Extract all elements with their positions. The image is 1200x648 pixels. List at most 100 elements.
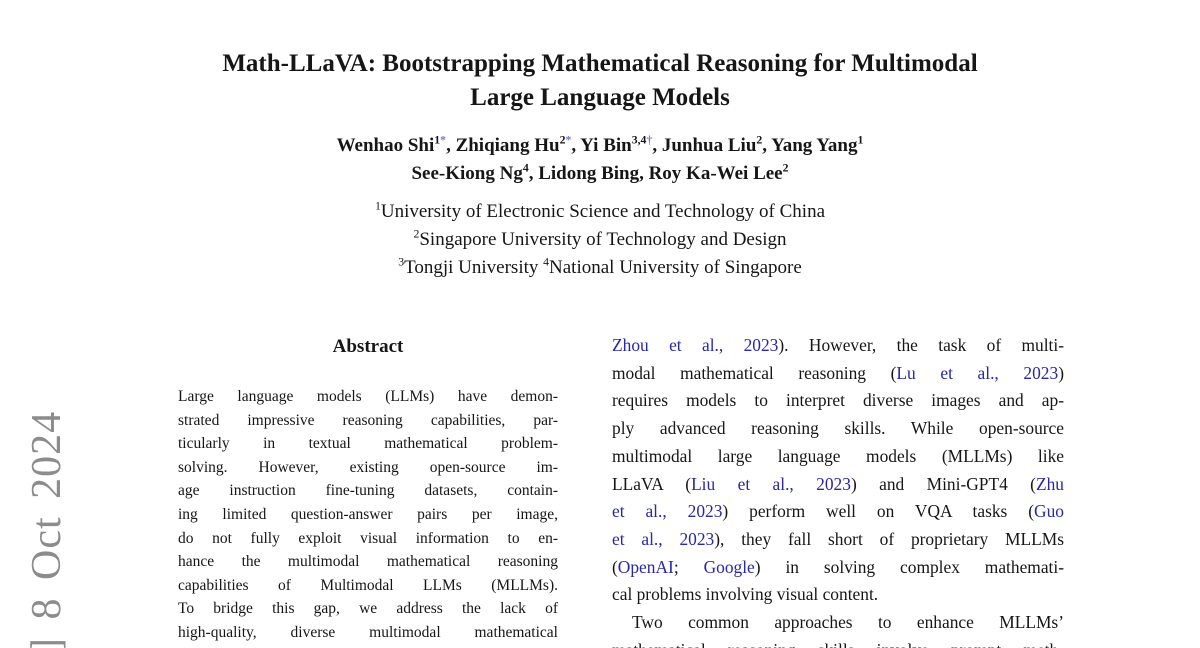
citation-link[interactable]: OpenAI (617, 556, 674, 577)
text-segment: , Zhiqiang Hu (446, 135, 560, 156)
superscript: 1 (374, 199, 381, 213)
superscript: 2 (756, 133, 763, 147)
superscript: 2 (782, 161, 789, 175)
text-segment: high-quality, diverse multimodal mathema… (178, 623, 558, 641)
text-segment: National University of Singapore (549, 257, 802, 278)
text-line: Two common approaches to enhance MLLMs’ (612, 609, 1064, 637)
text-segment: strated impressive reasoning capabilitie… (178, 411, 558, 429)
text-segment: mathematical reasoning skills involve pr… (612, 640, 1064, 648)
text-line: 3Tongji University 4National University … (0, 254, 1200, 282)
text-segment: Two common approaches to enhance MLLMs’ (632, 612, 1064, 633)
text-segment: hance the multimodal mathematical reason… (178, 553, 558, 571)
paper-title: Math-LLaVA: Bootstrapping Mathematical R… (0, 47, 1200, 115)
text-segment: solving. However, existing open-source i… (178, 458, 558, 476)
text-line: et al., 2023) perform well on VQA tasks … (612, 498, 1064, 526)
text-segment: ), they fall short of proprietary MLLMs (714, 528, 1064, 549)
superscript: 1 (857, 133, 864, 147)
introduction-text: Zhou et al., 2023). However, the task of… (612, 332, 1064, 648)
text-segment: ) (1058, 362, 1064, 383)
superscript: 3 (398, 255, 405, 269)
text-segment: ). However, the task of multi- (778, 335, 1064, 355)
text-segment: capabilities of Multimodal LLMs (MLLMs). (178, 576, 558, 594)
text-segment: , Junhua Liu (652, 135, 757, 156)
text-segment: ing limited question-answer pairs per im… (178, 505, 558, 523)
text-segment: do not fully exploit visual information … (178, 529, 558, 547)
title-line-2: Large Language Models (470, 84, 730, 111)
text-segment: Large language models (LLMs) have demon- (178, 388, 558, 405)
citation-link[interactable]: Zhu (1035, 473, 1064, 494)
text-line: (OpenAI; Google) in solving complex math… (612, 554, 1064, 582)
text-line: do not fully exploit visual information … (178, 527, 558, 551)
citation-link[interactable]: Lu et al., 2023 (896, 362, 1059, 383)
superscript: 2 (413, 227, 420, 241)
text-segment: , Yi Bin (571, 135, 632, 156)
text-segment: , Lidong Bing, Roy Ka-Wei Lee (528, 163, 783, 184)
text-segment: multimodal large language models (MLLMs)… (612, 445, 1064, 466)
footnote-marker: * (565, 133, 572, 147)
text-segment: modal mathematical reasoning ( (612, 362, 897, 383)
text-segment: Singapore University of Technology and D… (419, 229, 787, 250)
text-segment: cal problems involving visual content. (612, 584, 879, 605)
text-segment: University of Electronic Science and Tec… (380, 201, 826, 222)
text-segment: ply advanced reasoning skills. While ope… (612, 418, 1064, 439)
text-segment: To bridge this gap, we address the lack … (178, 600, 558, 618)
text-line: requires models to interpret diverse ima… (612, 387, 1064, 415)
text-line: solving. However, existing open-source i… (178, 456, 558, 480)
text-line: To bridge this gap, we address the lack … (178, 597, 558, 621)
arxiv-watermark: ] 8 Oct 2024 (24, 411, 70, 648)
text-line: multimodal large language models (MLLMs)… (612, 443, 1064, 471)
citation-link[interactable]: Liu et al., 2023 (691, 473, 851, 494)
citation-link[interactable]: Google (703, 556, 755, 577)
text-segment: requires models to interpret diverse ima… (612, 390, 1064, 411)
text-segment: ticularly in textual mathematical proble… (178, 435, 558, 453)
text-segment: age instruction fine-tuning datasets, co… (178, 482, 558, 500)
text-line: capabilities of Multimodal LLMs (MLLMs). (178, 574, 558, 598)
text-line: strated impressive reasoning capabilitie… (178, 409, 558, 433)
citation-link[interactable]: Guo (1034, 501, 1064, 522)
text-line: age instruction fine-tuning datasets, co… (178, 479, 558, 503)
text-segment: , Yang Yang (762, 135, 858, 156)
text-line: LLaVA (Liu et al., 2023) and Mini-GPT4 (… (612, 471, 1064, 499)
text-segment: ; (673, 556, 704, 577)
text-line: 1University of Electronic Science and Te… (0, 198, 1200, 226)
text-segment: ( (612, 556, 618, 577)
text-line: mathematical reasoning skills involve pr… (612, 637, 1064, 648)
footnote-marker: * (440, 133, 447, 147)
text-line: ply advanced reasoning skills. While ope… (612, 415, 1064, 443)
abstract-text: Large language models (LLMs) have demon-… (178, 385, 558, 645)
affiliation-list: 1University of Electronic Science and Te… (0, 198, 1200, 282)
text-segment: See-Kiong Ng (411, 163, 523, 184)
title-line-1: Math-LLaVA: Bootstrapping Mathematical R… (222, 50, 978, 77)
text-segment: LLaVA ( (612, 473, 692, 494)
text-line: Wenhao Shi1*, Zhiqiang Hu2*, Yi Bin3,4†,… (0, 132, 1200, 160)
arxiv-watermark-text: ] 8 Oct 2024 (24, 410, 70, 648)
footnote-marker: † (646, 133, 653, 147)
text-line: modal mathematical reasoning (Lu et al.,… (612, 360, 1064, 388)
superscript: 4 (522, 161, 529, 175)
citation-link[interactable]: et al., 2023 (612, 528, 715, 549)
author-list: Wenhao Shi1*, Zhiqiang Hu2*, Yi Bin3,4†,… (0, 132, 1200, 188)
text-segment: ) perform well on VQA tasks ( (722, 501, 1035, 522)
superscript: 1 (434, 133, 441, 147)
text-line: ing limited question-answer pairs per im… (178, 503, 558, 527)
text-segment: ) in solving complex mathemati- (754, 556, 1065, 577)
citation-link[interactable]: Zhou et al., 2023 (612, 335, 779, 355)
text-line: high-quality, diverse multimodal mathema… (178, 621, 558, 645)
text-line: Zhou et al., 2023). However, the task of… (612, 332, 1064, 360)
text-line: See-Kiong Ng4, Lidong Bing, Roy Ka-Wei L… (0, 160, 1200, 188)
superscript: 3,4 (631, 133, 647, 147)
text-segment: ) and Mini-GPT4 ( (850, 473, 1036, 494)
superscript: 4 (543, 255, 550, 269)
text-segment: Wenhao Shi (336, 135, 435, 156)
text-segment: Tongji University (404, 257, 544, 278)
text-line: ticularly in textual mathematical proble… (178, 432, 558, 456)
superscript: 2 (559, 133, 566, 147)
text-line: et al., 2023), they fall short of propri… (612, 526, 1064, 554)
text-line: 2Singapore University of Technology and … (0, 226, 1200, 254)
abstract-heading: Abstract (332, 336, 404, 357)
text-line: cal problems involving visual content. (612, 581, 1064, 609)
text-line: Large language models (LLMs) have demon- (178, 385, 558, 409)
text-line: hance the multimodal mathematical reason… (178, 550, 558, 574)
citation-link[interactable]: et al., 2023 (612, 501, 723, 522)
